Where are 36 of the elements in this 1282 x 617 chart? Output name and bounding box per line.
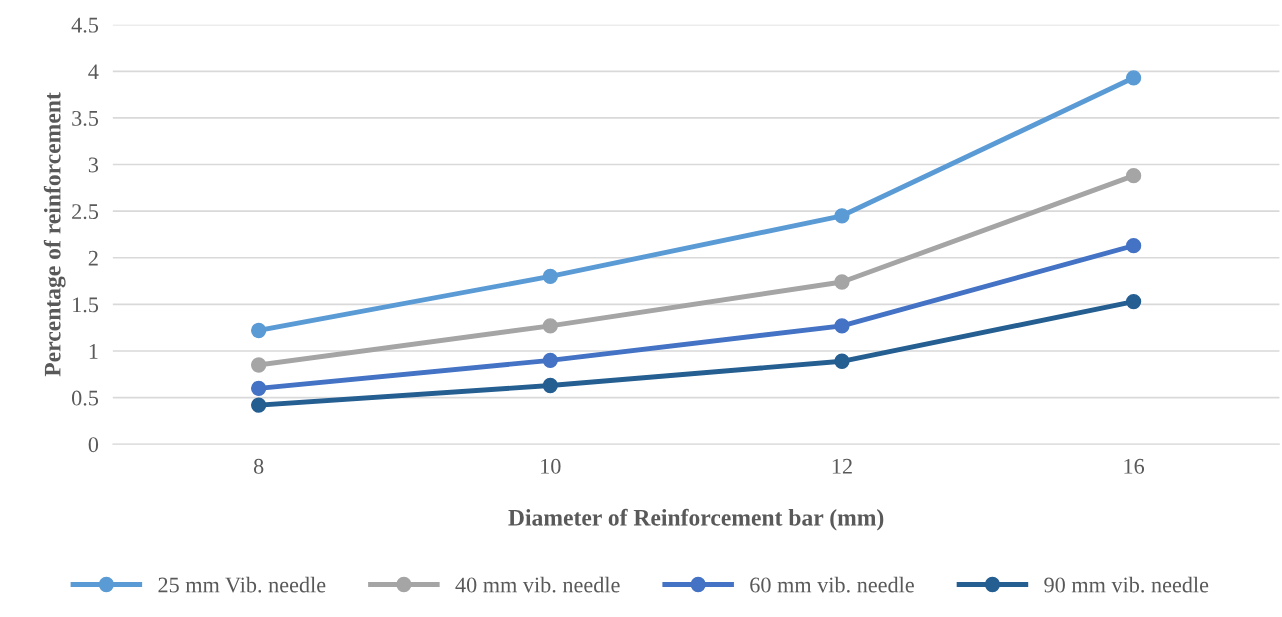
point [542,377,558,394]
point [1125,168,1142,184]
y-axis-title: Percentage of reinforcement [43,92,66,377]
y-tick-label: 1 [89,344,98,359]
x-tick-label: 16 [1124,458,1145,474]
y-tick-label: 4.5 [71,17,99,33]
point [542,318,558,334]
x-tick-label: 8 [253,458,264,474]
point [251,380,267,396]
point [834,353,850,369]
legend-label: 90 mm vib. needle [1044,576,1209,593]
point [251,357,267,373]
y-tick-label: 3.5 [72,110,99,126]
legend-label: 40 mm vib. needle [455,576,620,593]
y-tick-label: 0.5 [72,390,99,406]
point [834,274,850,290]
point [1125,293,1142,310]
legend-label: 25 mm Vib. needle [158,576,326,593]
point [834,318,850,334]
y-tick-label: 3 [88,157,99,173]
legend-label: 60 mm vib. needle [750,576,914,593]
y-tick-label: 1.5 [73,297,99,313]
point [542,268,558,285]
y-tick-label: 0 [88,437,99,453]
y-tick-label: 4 [88,64,99,80]
y-tick-label: 2 [88,250,98,266]
point [542,352,558,368]
x-axis-title: Diameter of Reinforcement bar (mm) [508,508,884,531]
point [1125,70,1142,86]
point [251,397,267,413]
x-tick-label: 12 [832,458,852,474]
x-tick-label: 10 [541,458,561,474]
y-tick-label: 2.5 [72,204,99,220]
point [251,322,267,339]
point [1125,238,1142,254]
point [834,208,850,224]
